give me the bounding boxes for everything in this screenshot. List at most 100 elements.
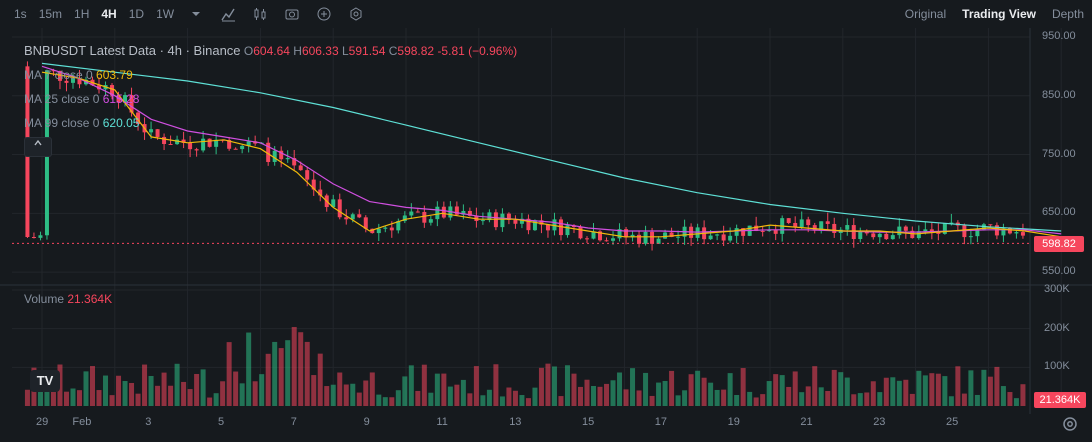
candle-body <box>311 179 316 190</box>
volume-bar <box>70 388 76 406</box>
line-tool-icon[interactable] <box>220 6 236 22</box>
candle-body <box>851 225 856 240</box>
volume-bar <box>116 375 122 406</box>
volume-bar <box>942 376 948 406</box>
volume-bar <box>695 370 701 406</box>
candle-body <box>350 214 355 220</box>
volume-bar <box>181 381 187 406</box>
volume-bar <box>792 371 798 406</box>
ma99-value: 620.05 <box>102 116 140 130</box>
candle-body <box>734 228 739 236</box>
view-trading-view[interactable]: Trading View <box>962 7 1036 21</box>
candle-body <box>188 142 193 150</box>
volume-bar <box>656 382 662 406</box>
volume-bar <box>773 374 779 406</box>
view-depth[interactable]: Depth <box>1051 7 1084 21</box>
candle-body <box>487 212 492 221</box>
candle-body <box>793 222 798 228</box>
time-axis-label: 23 <box>873 416 886 428</box>
timeframe-1d[interactable]: 1D <box>128 7 145 21</box>
volume-bar <box>688 374 694 406</box>
volume-bar <box>50 381 56 406</box>
price-volume-chart[interactable] <box>0 28 1092 442</box>
candle-body <box>650 231 655 244</box>
candle-body <box>604 240 609 242</box>
candle-body <box>773 229 778 234</box>
timeframe-1w[interactable]: 1W <box>156 7 175 21</box>
open-value: 604.64 <box>253 44 290 58</box>
gear-icon[interactable] <box>1060 414 1080 434</box>
symbol-title: BNBUSDT Latest Data · 4h · Binance <box>24 43 241 58</box>
candle-body <box>318 189 323 196</box>
volume-bar <box>701 377 707 406</box>
candle-body <box>532 220 537 231</box>
chevron-down-icon[interactable] <box>188 6 204 22</box>
add-indicator-icon[interactable] <box>316 6 332 22</box>
timeframe-15m[interactable]: 15m <box>38 7 63 21</box>
volume-bar <box>747 391 753 406</box>
volume-bar <box>512 390 518 406</box>
view-switcher: Original Trading View Depth <box>897 0 1092 28</box>
volume-bar <box>805 386 811 406</box>
volume-bar <box>617 372 623 406</box>
time-axis-label: 17 <box>654 416 668 428</box>
volume-bar <box>415 390 421 406</box>
volume-bar <box>760 394 766 406</box>
volume-bar <box>864 392 870 406</box>
timeframe-1s[interactable]: 1s <box>14 7 27 21</box>
volume-bar <box>486 389 492 406</box>
volume-bar <box>187 389 193 406</box>
candle-body <box>57 71 62 81</box>
candle-type-icon[interactable] <box>252 6 268 22</box>
volume-legend: Volume 21.364K <box>24 292 112 306</box>
view-original[interactable]: Original <box>904 7 947 21</box>
volume-bar <box>142 364 148 406</box>
change-value: -5.81 (−0.96%) <box>437 44 518 58</box>
candle-body <box>370 228 375 234</box>
candle-body <box>754 225 759 231</box>
candle-body <box>897 226 902 236</box>
volume-bar <box>272 341 278 406</box>
candle-body <box>825 221 830 224</box>
volume-bar <box>883 377 889 406</box>
volume-bar <box>363 380 369 406</box>
volume-bar <box>1020 384 1026 406</box>
candle-body <box>1001 228 1006 236</box>
candle-body <box>526 218 531 231</box>
legend-collapse-button[interactable] <box>24 137 52 157</box>
volume-bar <box>369 372 375 406</box>
timeframe-4h[interactable]: 4H <box>101 7 117 21</box>
settings-hex-icon[interactable] <box>348 6 364 22</box>
chart-area[interactable] <box>0 28 1092 442</box>
candle-body <box>617 229 622 239</box>
volume-bar <box>779 375 785 406</box>
timeframe-1h[interactable]: 1H <box>74 7 90 21</box>
volume-bar <box>844 377 850 406</box>
candle-body <box>162 136 167 144</box>
volume-axis-label: 200K <box>1044 321 1070 334</box>
volume-bar <box>935 373 941 406</box>
candle-body <box>916 231 921 239</box>
volume-bar <box>870 381 876 406</box>
candle-body <box>545 224 550 231</box>
volume-bar <box>831 369 837 406</box>
current-price-tag: 598.82 <box>1034 236 1084 252</box>
volume-value: 21.364K <box>67 292 113 306</box>
volume-bar <box>929 373 935 406</box>
volume-bar <box>467 393 473 406</box>
volume-bar <box>194 373 200 406</box>
volume-bar <box>714 389 720 406</box>
volume-bar <box>1013 398 1019 406</box>
price-axis-label: 550.00 <box>1042 265 1076 278</box>
candle-body <box>513 219 518 224</box>
volume-bar <box>356 392 362 406</box>
candle-body <box>591 231 596 239</box>
volume-bar <box>857 393 863 406</box>
candle-body <box>149 129 154 133</box>
candle-body <box>240 145 245 150</box>
time-axis-label: 25 <box>946 416 959 428</box>
candle-body <box>721 234 726 241</box>
camera-icon[interactable] <box>284 6 300 22</box>
chart-toolbar: 1s 15m 1H 4H 1D 1W Original Trading View… <box>0 0 1092 28</box>
candle-body <box>155 129 160 137</box>
